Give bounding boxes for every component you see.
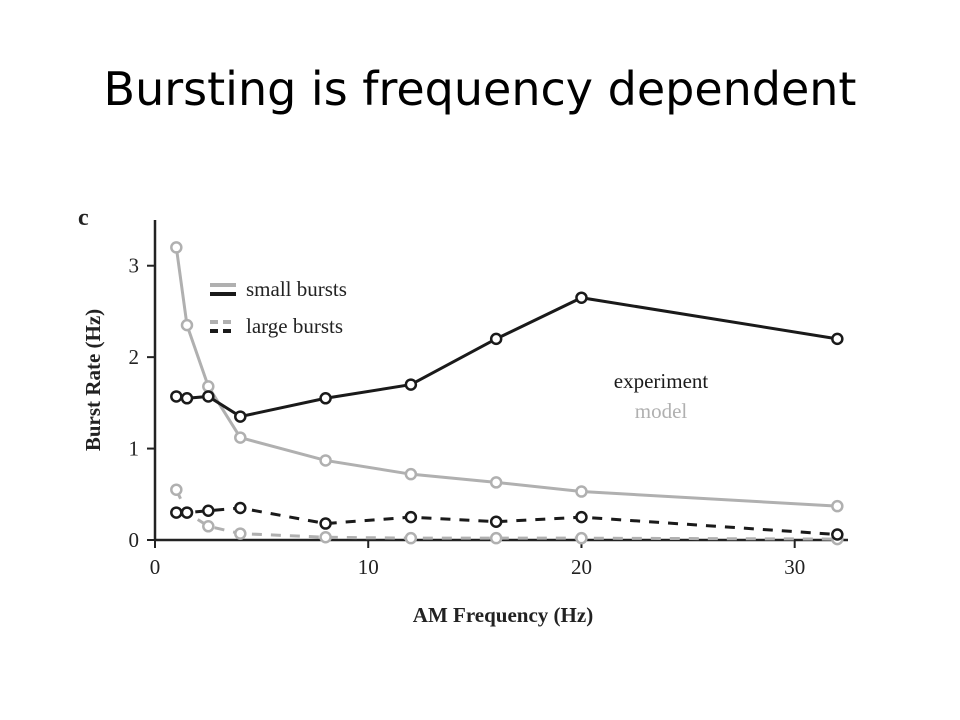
data-point <box>234 410 247 423</box>
data-point <box>180 318 194 332</box>
data-point <box>575 291 588 304</box>
x-tick-label: 10 <box>358 555 379 579</box>
legend-label: large bursts <box>246 314 343 338</box>
data-point <box>170 241 183 254</box>
legend: small bursts large bursts experiment model <box>210 277 708 423</box>
data-point <box>575 531 588 545</box>
data-point <box>831 332 844 346</box>
legend-item-solid: small bursts <box>210 277 347 301</box>
series-experiment-solid <box>170 291 844 423</box>
data-point <box>404 378 418 391</box>
data-point <box>319 517 332 530</box>
data-point <box>575 510 588 524</box>
data-point <box>234 501 247 515</box>
data-point <box>170 483 183 496</box>
y-tick-label: 2 <box>129 345 140 369</box>
data-point <box>489 531 503 545</box>
x-axis-label: AM Frequency (Hz) <box>413 603 593 627</box>
series-layer <box>170 241 844 546</box>
data-point <box>489 515 503 528</box>
data-point <box>202 520 215 533</box>
x-tick-label: 0 <box>150 555 161 579</box>
data-point <box>180 392 194 405</box>
data-point <box>170 390 183 403</box>
slide-title: Bursting is frequency dependent <box>103 62 857 116</box>
panel-letter: c <box>78 205 89 231</box>
data-point <box>404 531 418 545</box>
data-point <box>489 332 503 346</box>
data-point <box>202 390 215 403</box>
y-tick-label: 3 <box>129 254 140 278</box>
data-point <box>404 467 418 481</box>
data-point <box>319 454 332 467</box>
data-point <box>831 499 844 513</box>
y-tick-label: 0 <box>129 528 140 552</box>
data-point <box>234 431 247 444</box>
x-tick-label: 30 <box>784 555 805 579</box>
legend-source-model: model <box>635 399 688 423</box>
data-point <box>202 504 215 517</box>
data-point <box>202 380 215 393</box>
data-point <box>319 531 332 544</box>
x-tick-label: 20 <box>571 555 592 579</box>
y-tick-label: 1 <box>129 437 140 461</box>
data-point <box>489 476 503 489</box>
data-point <box>404 510 418 524</box>
series-line <box>176 506 838 537</box>
y-axis-label: Burst Rate (Hz) <box>81 309 105 451</box>
data-point <box>575 485 588 498</box>
data-point <box>831 528 844 541</box>
legend-label: small bursts <box>246 277 347 301</box>
series-experiment-dashed <box>170 501 844 541</box>
data-point <box>234 527 247 540</box>
data-point <box>180 506 194 519</box>
data-point <box>170 506 183 519</box>
legend-item-dashed: large bursts <box>210 314 343 338</box>
data-point <box>319 392 332 405</box>
legend-source-experiment: experiment <box>614 369 709 393</box>
